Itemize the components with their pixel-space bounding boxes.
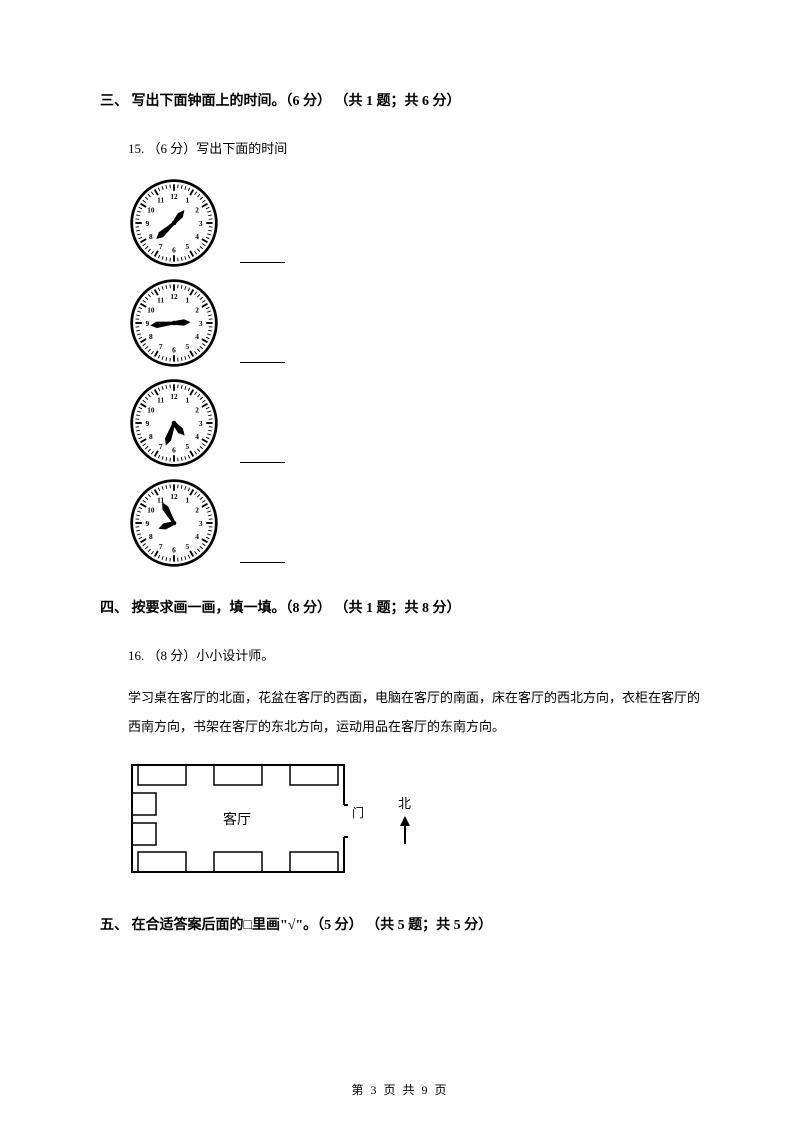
section-three-title: 三、 写出下面钟面上的时间。（6 分） （共 1 题；共 6 分）	[100, 90, 700, 110]
svg-text:10: 10	[147, 305, 155, 314]
clock-row: 123456789101112	[128, 477, 700, 569]
svg-text:6: 6	[172, 345, 176, 354]
svg-text:12: 12	[170, 392, 178, 401]
svg-text:4: 4	[195, 232, 199, 241]
svg-text:4: 4	[195, 332, 199, 341]
answer-blank[interactable]	[240, 262, 285, 263]
svg-text:2: 2	[195, 405, 199, 414]
clock-row: 123456789101112	[128, 277, 700, 369]
svg-text:3: 3	[199, 319, 203, 328]
svg-text:2: 2	[195, 305, 199, 314]
clock-face: 123456789101112	[128, 277, 220, 369]
question-15: 15. （6 分）写出下面的时间	[128, 138, 700, 157]
svg-text:7: 7	[159, 242, 163, 251]
svg-text:6: 6	[172, 245, 176, 254]
section-five-title: 五、 在合适答案后面的□里画"√"。（5 分） （共 5 题；共 5 分）	[100, 914, 700, 934]
svg-text:5: 5	[185, 442, 189, 451]
svg-text:3: 3	[199, 419, 203, 428]
svg-text:1: 1	[185, 196, 189, 205]
page-footer: 第 3 页 共 9 页	[0, 1081, 800, 1098]
svg-text:10: 10	[147, 205, 155, 214]
clock-face: 123456789101112	[128, 177, 220, 269]
svg-text:3: 3	[199, 219, 203, 228]
svg-text:2: 2	[195, 205, 199, 214]
svg-text:1: 1	[185, 296, 189, 305]
svg-text:7: 7	[159, 442, 163, 451]
svg-text:8: 8	[149, 332, 153, 341]
floor-plan-row: 客厅 门 北	[128, 761, 700, 876]
svg-text:11: 11	[157, 196, 164, 205]
svg-text:5: 5	[185, 242, 189, 251]
svg-text:5: 5	[185, 342, 189, 351]
question-16: 16. （8 分）小小设计师。	[128, 645, 700, 664]
svg-text:1: 1	[185, 496, 189, 505]
question-16-body: 学习桌在客厅的北面，花盆在客厅的西面，电脑在客厅的南面，床在客厅的西北方向，衣柜…	[128, 684, 700, 741]
svg-text:6: 6	[172, 545, 176, 554]
section-four-title: 四、 按要求画一画，填一填。（8 分） （共 1 题；共 8 分）	[100, 597, 700, 617]
svg-text:1: 1	[185, 396, 189, 405]
svg-text:3: 3	[199, 519, 203, 528]
floor-plan-diagram: 客厅 门	[128, 761, 363, 876]
clock-face: 123456789101112	[128, 477, 220, 569]
svg-text:9: 9	[145, 419, 149, 428]
svg-text:8: 8	[149, 432, 153, 441]
svg-text:9: 9	[145, 219, 149, 228]
answer-blank[interactable]	[240, 562, 285, 563]
svg-text:6: 6	[172, 445, 176, 454]
compass-arrow-icon	[399, 816, 411, 844]
svg-text:9: 9	[145, 319, 149, 328]
svg-text:4: 4	[195, 532, 199, 541]
svg-text:2: 2	[195, 505, 199, 514]
svg-text:12: 12	[170, 492, 178, 501]
svg-text:8: 8	[149, 232, 153, 241]
svg-text:5: 5	[185, 542, 189, 551]
svg-text:客厅: 客厅	[223, 811, 251, 828]
svg-text:11: 11	[157, 396, 164, 405]
clock-row: 123456789101112	[128, 377, 700, 469]
svg-text:10: 10	[147, 505, 155, 514]
answer-blank[interactable]	[240, 462, 285, 463]
svg-text:11: 11	[157, 296, 164, 305]
svg-text:7: 7	[159, 342, 163, 351]
svg-text:12: 12	[170, 292, 178, 301]
clock-face: 123456789101112	[128, 377, 220, 469]
svg-text:8: 8	[149, 532, 153, 541]
svg-text:9: 9	[145, 519, 149, 528]
svg-text:门: 门	[352, 805, 363, 820]
svg-text:10: 10	[147, 405, 155, 414]
svg-text:4: 4	[195, 432, 199, 441]
svg-text:7: 7	[159, 542, 163, 551]
compass-north: 北	[398, 793, 411, 844]
svg-text:12: 12	[170, 192, 178, 201]
compass-label: 北	[398, 793, 411, 812]
clock-row: 123456789101112	[128, 177, 700, 269]
answer-blank[interactable]	[240, 362, 285, 363]
